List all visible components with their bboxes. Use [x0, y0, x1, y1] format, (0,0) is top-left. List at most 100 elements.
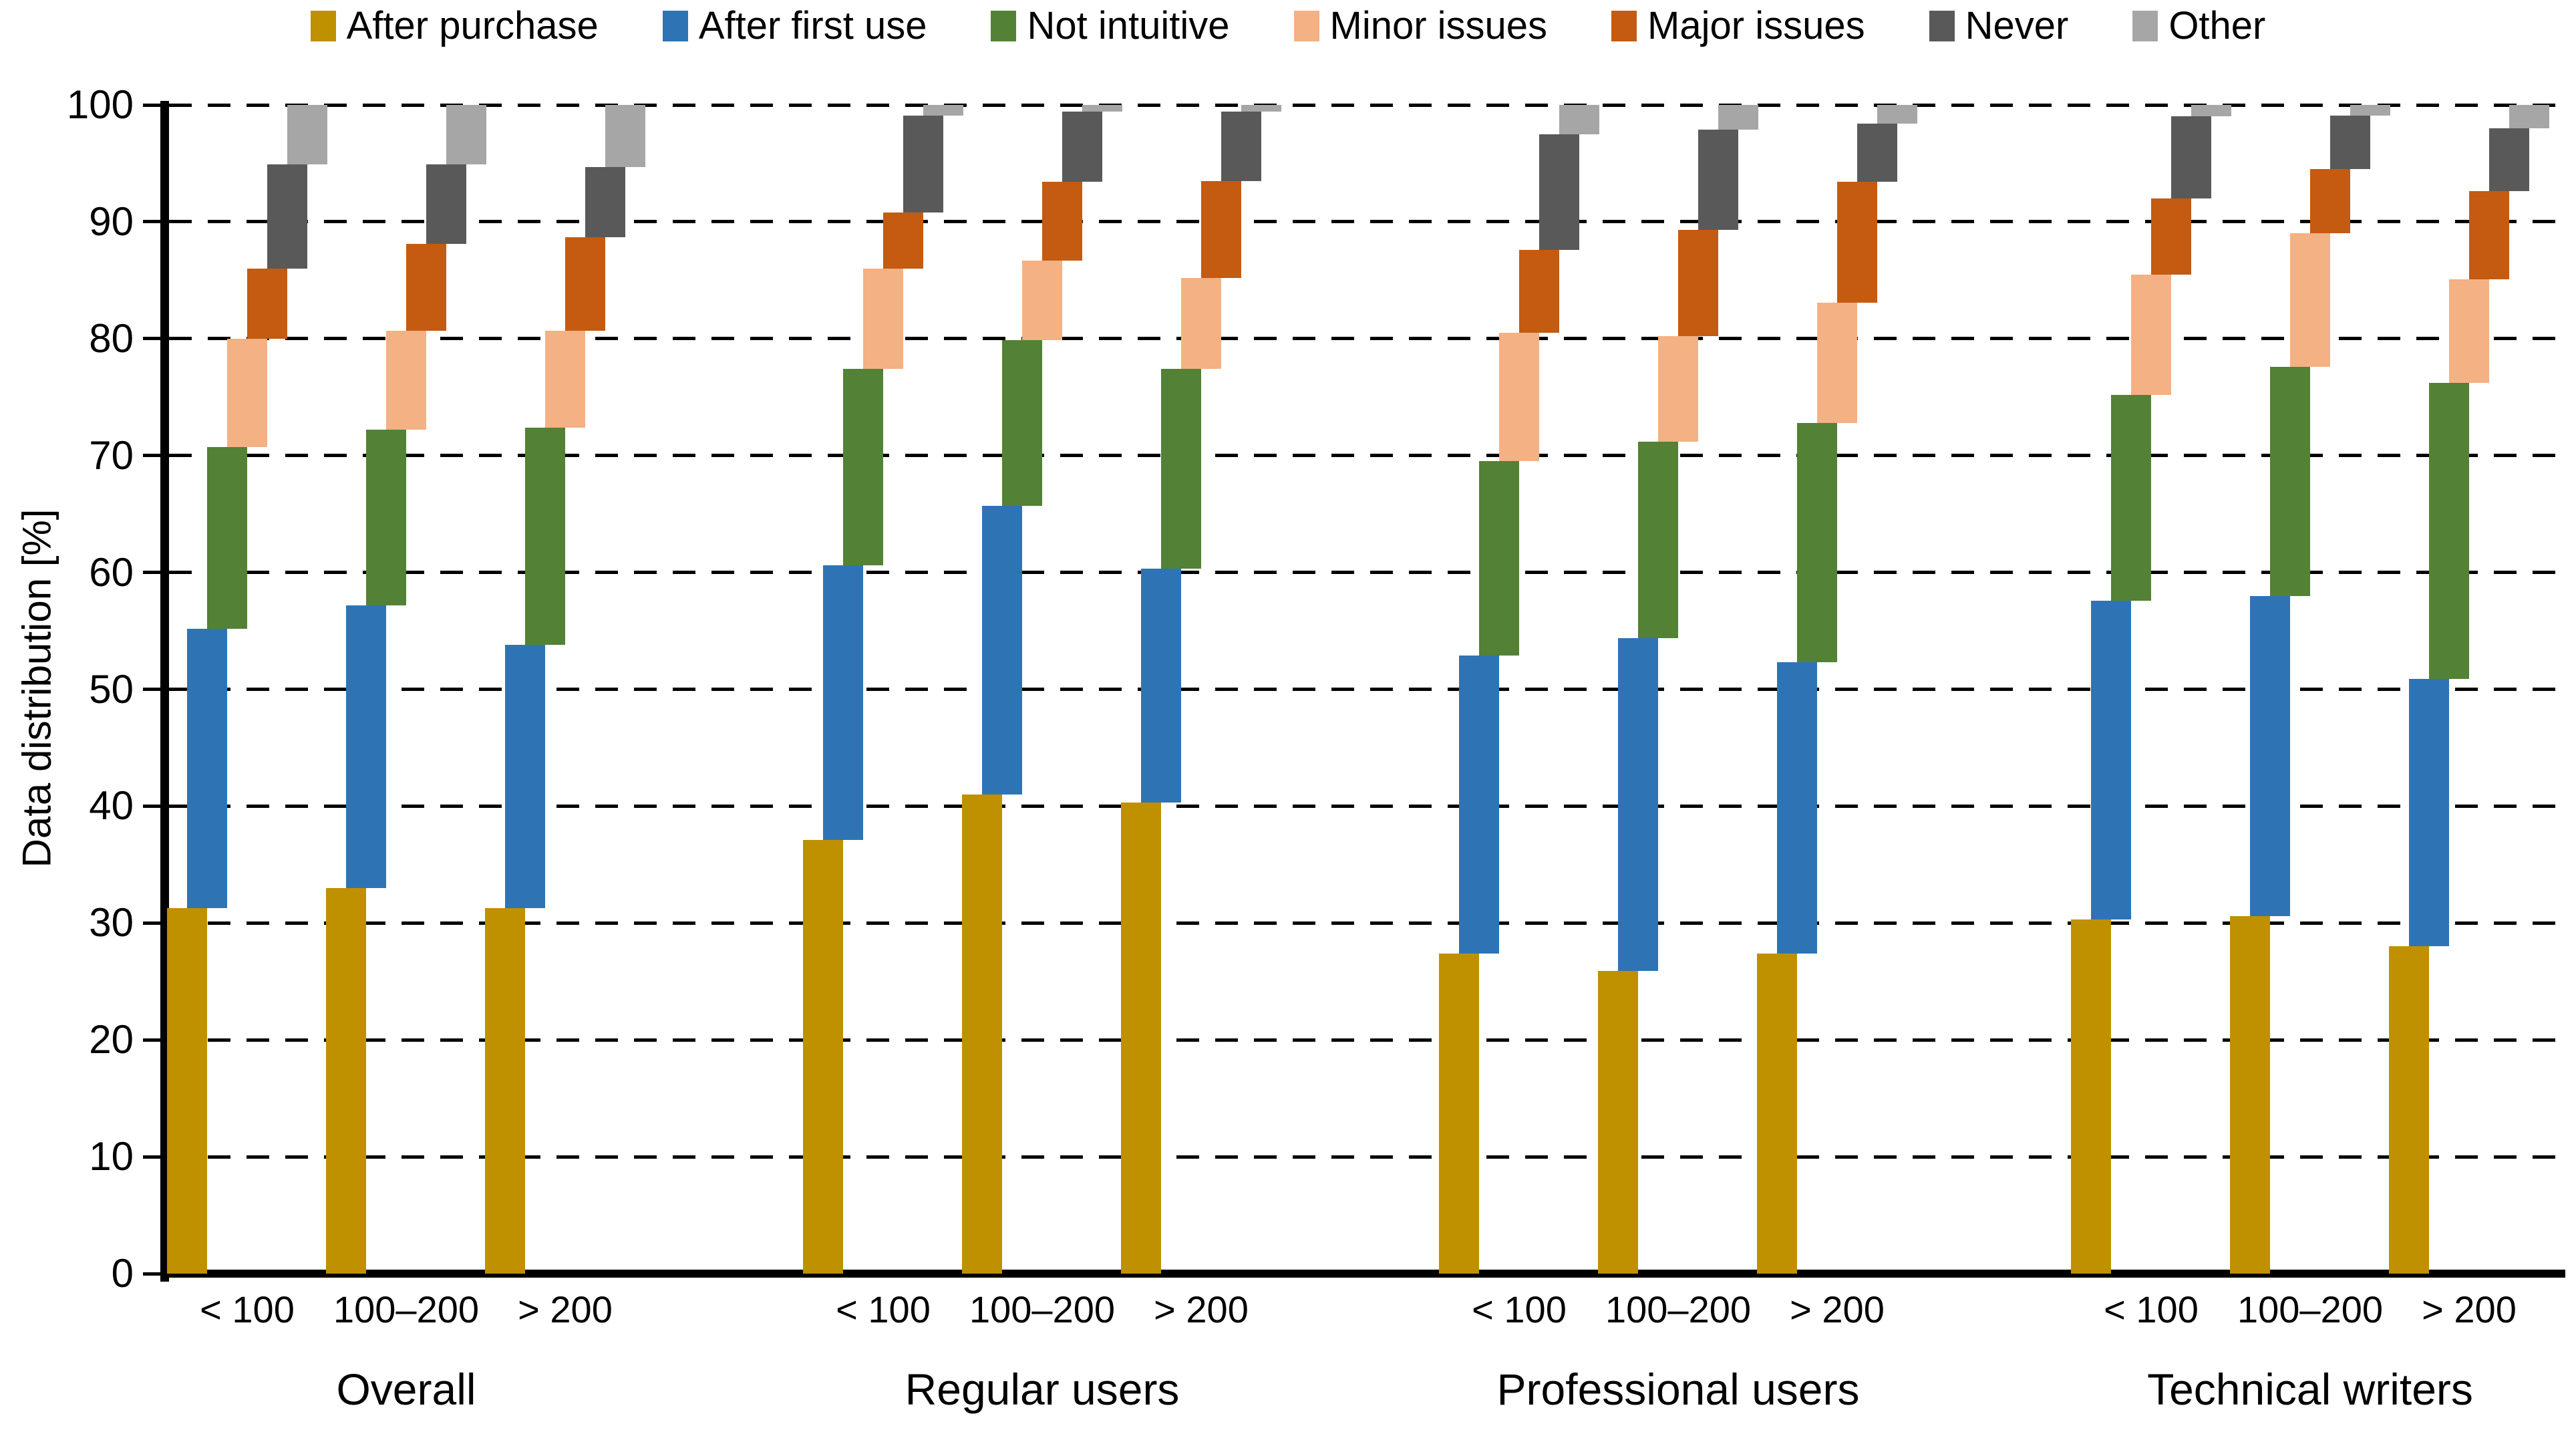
y-axis-tick	[143, 688, 160, 691]
bar-segment	[1857, 123, 1897, 182]
bar-segment	[565, 237, 605, 331]
legend-swatch-icon	[2132, 11, 2158, 41]
gridline	[169, 454, 2565, 458]
bar-segment	[883, 212, 923, 269]
bar-segment	[1121, 803, 1161, 1274]
bar-segment	[2171, 116, 2211, 198]
bar-segment	[605, 105, 645, 167]
y-axis-tick	[143, 220, 160, 224]
x-tick-label: 100–200	[333, 1288, 480, 1330]
group-label: Overall	[336, 1365, 476, 1414]
legend-item: Minor issues	[1293, 7, 1547, 45]
bar-segment	[1201, 180, 1241, 278]
bar-segment	[505, 645, 545, 908]
bar-segment	[406, 244, 446, 331]
bar-segment	[426, 164, 466, 245]
bar-segment	[2270, 366, 2310, 596]
bar-segment	[1877, 105, 1917, 124]
y-tick-label: 80	[89, 315, 134, 361]
bar-segment	[923, 105, 963, 116]
bar-segment	[585, 166, 625, 237]
bar-segment	[187, 628, 227, 908]
x-tick-label: 100–200	[1605, 1288, 1752, 1330]
bar-segment	[1479, 461, 1519, 656]
x-tick-label: > 200	[1154, 1288, 1249, 1330]
x-tick-label: > 200	[518, 1288, 613, 1330]
bar-segment	[2509, 105, 2549, 128]
gridline	[169, 1155, 2565, 1159]
y-tick-label: 100	[66, 82, 134, 127]
bar-segment	[2389, 946, 2429, 1274]
legend-label: Not intuitive	[1027, 4, 1230, 47]
gridline	[169, 1038, 2565, 1042]
gridline	[169, 571, 2565, 575]
bar-segment	[1459, 655, 1499, 954]
bar-segment	[2091, 600, 2131, 920]
bar-segment	[823, 565, 863, 841]
bar-segment	[2111, 394, 2151, 601]
bar-segment	[267, 164, 307, 269]
bar-segment	[1022, 260, 1062, 340]
legend-item: After first use	[662, 7, 927, 45]
legend-label: Other	[2168, 4, 2266, 47]
legend-swatch-icon	[310, 11, 336, 41]
bar-segment	[2429, 383, 2469, 679]
bar-segment	[1241, 105, 1281, 112]
x-tick-label: < 100	[836, 1288, 931, 1330]
y-tick-label: 10	[89, 1134, 134, 1179]
legend-item: Never	[1929, 7, 2068, 45]
bar-segment	[1559, 105, 1599, 134]
y-tick-label: 40	[89, 783, 134, 829]
bar-segment	[346, 605, 386, 888]
bar-segment	[1718, 105, 1758, 130]
y-tick-label: 20	[89, 1017, 134, 1062]
bar-segment	[247, 268, 287, 339]
bar-segment	[2469, 191, 2509, 279]
x-tick-label: > 200	[2422, 1288, 2517, 1330]
bar-segment	[1797, 422, 1837, 663]
bar-segment	[2330, 115, 2370, 170]
bar-segment	[2250, 595, 2290, 916]
bar-segment	[386, 330, 426, 430]
legend-item: Major issues	[1611, 7, 1865, 45]
y-tick-label: 70	[89, 432, 134, 478]
bar-segment	[1777, 662, 1817, 954]
y-tick-label: 90	[89, 198, 134, 244]
y-tick-label: 50	[89, 666, 134, 712]
bar-segment	[167, 907, 207, 1274]
bar-segment	[287, 105, 327, 165]
gridline	[169, 337, 2565, 341]
bar-segment	[903, 115, 943, 212]
bar-segment	[2071, 919, 2111, 1274]
gridline	[169, 804, 2565, 808]
gridline	[169, 688, 2565, 691]
bar-segment	[2310, 169, 2350, 234]
bar-segment	[1757, 953, 1797, 1274]
bar-segment	[1539, 134, 1579, 250]
y-axis-tick	[143, 1272, 160, 1276]
bar-segment	[525, 427, 565, 646]
y-axis-tick	[143, 804, 160, 808]
y-axis-tick	[143, 571, 160, 575]
bar-segment	[2409, 678, 2449, 947]
y-axis-tick	[143, 1155, 160, 1159]
bar-segment	[207, 447, 247, 629]
bar-segment	[1062, 112, 1102, 182]
y-tick-label: 60	[89, 549, 134, 595]
bar-segment	[2489, 128, 2529, 192]
bar-segment	[545, 330, 585, 428]
bar-segment	[326, 887, 366, 1274]
x-axis-line	[160, 1270, 2565, 1278]
bar-segment	[1678, 230, 1718, 337]
bar-segment	[1042, 182, 1082, 261]
legend-swatch-icon	[662, 11, 688, 41]
bar-segment	[1817, 302, 1857, 423]
y-axis-tick	[143, 337, 160, 341]
bar-segment	[1519, 249, 1559, 333]
bar-segment	[1837, 182, 1877, 303]
bar-segment	[227, 338, 267, 448]
group-label: Professional users	[1496, 1365, 1860, 1414]
x-tick-label: < 100	[2104, 1288, 2199, 1330]
bar-segment	[1698, 129, 1738, 231]
